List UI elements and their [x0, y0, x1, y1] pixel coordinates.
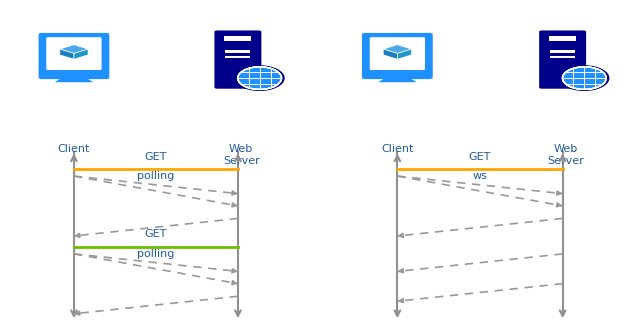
Circle shape	[235, 65, 285, 91]
Circle shape	[238, 67, 282, 89]
Text: polling: polling	[137, 249, 175, 259]
Text: Client: Client	[58, 144, 90, 154]
Polygon shape	[74, 49, 88, 59]
Circle shape	[563, 67, 606, 89]
Text: GET: GET	[469, 152, 491, 162]
Text: Client: Client	[381, 144, 413, 154]
FancyBboxPatch shape	[362, 33, 433, 79]
Polygon shape	[55, 79, 93, 82]
Polygon shape	[60, 49, 74, 59]
Polygon shape	[383, 49, 397, 59]
Bar	[224, 36, 251, 41]
Text: Web
Server: Web Server	[547, 144, 584, 166]
Bar	[549, 36, 576, 41]
Polygon shape	[378, 79, 417, 82]
Text: GET: GET	[145, 229, 167, 239]
Circle shape	[238, 67, 282, 89]
Text: Web
Server: Web Server	[222, 144, 260, 166]
Polygon shape	[60, 45, 88, 53]
Text: polling: polling	[137, 171, 175, 181]
Bar	[394, 73, 401, 79]
FancyBboxPatch shape	[539, 30, 586, 89]
Text: ws: ws	[473, 171, 487, 181]
Polygon shape	[383, 45, 412, 53]
Bar	[225, 56, 251, 58]
Bar	[550, 56, 575, 58]
FancyBboxPatch shape	[215, 30, 261, 89]
FancyBboxPatch shape	[46, 37, 102, 70]
Text: GET: GET	[145, 152, 167, 162]
Circle shape	[559, 65, 610, 91]
Bar	[225, 50, 251, 53]
Circle shape	[563, 67, 606, 89]
Bar	[550, 50, 575, 53]
FancyBboxPatch shape	[370, 37, 425, 70]
Bar	[71, 73, 77, 79]
FancyBboxPatch shape	[39, 33, 109, 79]
Polygon shape	[397, 49, 412, 59]
